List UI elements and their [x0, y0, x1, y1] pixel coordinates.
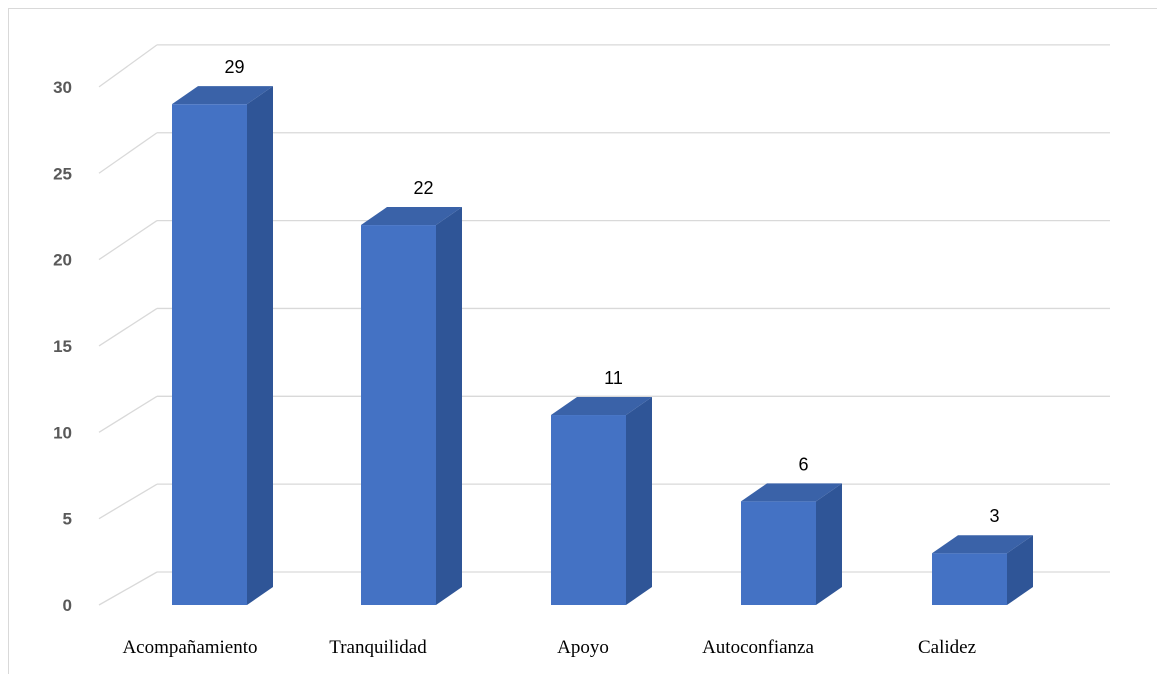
y-tick-label: 20	[53, 251, 72, 270]
y-tick-label: 0	[63, 596, 72, 615]
y-tick-label: 10	[53, 423, 72, 442]
data-label: 3	[989, 506, 999, 526]
x-axis-categories: Acompañamiento Tranquilidad Apoyo Autoconfi…	[122, 637, 976, 658]
data-labels: 29 22 11 6 3	[224, 57, 999, 526]
x-category-label: Calidez	[918, 637, 976, 658]
bar-side	[1007, 535, 1033, 605]
bars	[172, 86, 1033, 606]
gridline-diagonal	[98, 571, 158, 606]
bar-top	[172, 86, 273, 105]
gridline-diagonal	[98, 307, 158, 347]
bar-front	[361, 225, 436, 605]
bar-front	[172, 104, 247, 606]
bar-front	[932, 553, 1007, 605]
bar-top	[932, 535, 1033, 554]
y-tick-label: 5	[63, 510, 72, 529]
bar-top	[741, 483, 842, 502]
bar-side	[816, 483, 842, 605]
gridline-diagonal	[98, 220, 158, 261]
x-category-label: Apoyo	[557, 637, 609, 658]
gridline-diagonal	[98, 395, 158, 433]
bar-side	[436, 207, 462, 605]
data-label: 29	[224, 57, 244, 77]
chart-frame	[8, 8, 1157, 674]
y-tick-label: 15	[53, 337, 72, 356]
bar-side	[626, 397, 652, 605]
y-tick-label: 30	[53, 78, 72, 97]
x-category-label: Tranquilidad	[329, 637, 427, 658]
y-axis-ticks: 0 5 10 15 20 25 30	[53, 78, 72, 615]
data-label: 6	[798, 454, 808, 474]
bar-front	[551, 415, 626, 605]
x-category-label: Autoconfianza	[702, 637, 814, 658]
bar-top	[551, 397, 652, 416]
gridline-diagonal	[98, 483, 158, 520]
data-label: 22	[413, 178, 433, 198]
y-tick-label: 25	[53, 164, 72, 183]
bar-front	[741, 501, 816, 605]
gridline-diagonal	[98, 132, 158, 174]
bar-top	[361, 207, 462, 226]
data-label: 11	[604, 368, 623, 388]
gridline-diagonal	[98, 44, 158, 88]
x-category-label: Acompañamiento	[122, 637, 257, 658]
bar-side	[247, 86, 273, 606]
